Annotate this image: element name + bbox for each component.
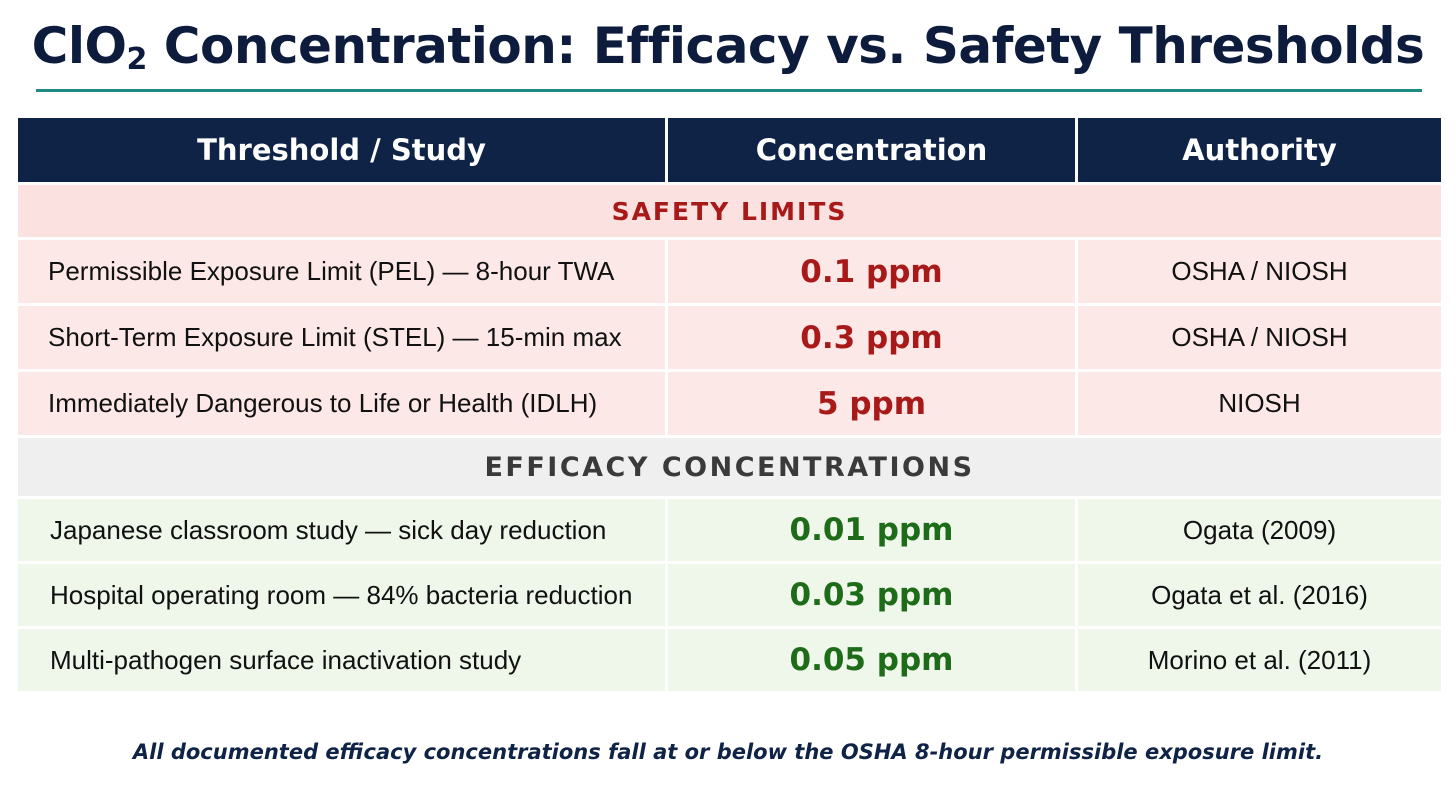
- row-label: Japanese classroom study — sick day redu…: [15, 496, 668, 564]
- section-label-efficacy: EFFICACY CONCENTRATIONS: [15, 435, 1444, 499]
- table-row: Multi-pathogen surface inactivation stud…: [15, 626, 1444, 694]
- title-main: ClO: [31, 17, 127, 75]
- title-divider: [36, 89, 1422, 92]
- row-concentration: 0.01 ppm: [665, 496, 1078, 564]
- row-label: Multi-pathogen surface inactivation stud…: [15, 626, 668, 694]
- section-row-safety: SAFETY LIMITS: [15, 182, 1444, 240]
- row-authority: Ogata et al. (2016): [1075, 561, 1444, 629]
- page-title: ClO2 Concentration: Efficacy vs. Safety …: [0, 6, 1456, 86]
- row-concentration: 5 ppm: [665, 369, 1078, 438]
- title-rest: Concentration: Efficacy vs. Safety Thres…: [146, 17, 1425, 75]
- table-row: Permissible Exposure Limit (PEL) — 8-hou…: [15, 237, 1444, 306]
- section-row-efficacy: EFFICACY CONCENTRATIONS: [15, 435, 1444, 499]
- header-concentration: Concentration: [665, 115, 1078, 185]
- row-authority: OSHA / NIOSH: [1075, 303, 1444, 372]
- row-concentration: 0.03 ppm: [665, 561, 1078, 629]
- row-authority: NIOSH: [1075, 369, 1444, 438]
- row-concentration: 0.1 ppm: [665, 237, 1078, 306]
- header-authority: Authority: [1075, 115, 1444, 185]
- row-concentration: 0.3 ppm: [665, 303, 1078, 372]
- title-subscript: 2: [126, 42, 148, 77]
- header-threshold-study: Threshold / Study: [15, 115, 668, 185]
- table-row: Immediately Dangerous to Life or Health …: [15, 369, 1444, 438]
- section-label-safety: SAFETY LIMITS: [15, 182, 1444, 240]
- table-row: Japanese classroom study — sick day redu…: [15, 496, 1444, 564]
- row-label: Short-Term Exposure Limit (STEL) — 15-mi…: [15, 303, 668, 372]
- row-concentration: 0.05 ppm: [665, 626, 1078, 694]
- row-label: Hospital operating room — 84% bacteria r…: [15, 561, 668, 629]
- row-authority: Morino et al. (2011): [1075, 626, 1444, 694]
- row-label: Permissible Exposure Limit (PEL) — 8-hou…: [15, 237, 668, 306]
- threshold-table: Threshold / Study Concentration Authorit…: [15, 115, 1444, 694]
- row-authority: Ogata (2009): [1075, 496, 1444, 564]
- table-row: Short-Term Exposure Limit (STEL) — 15-mi…: [15, 303, 1444, 372]
- row-authority: OSHA / NIOSH: [1075, 237, 1444, 306]
- row-label: Immediately Dangerous to Life or Health …: [15, 369, 668, 438]
- footnote: All documented efficacy concentrations f…: [132, 740, 1324, 764]
- table-header-row: Threshold / Study Concentration Authorit…: [15, 115, 1444, 185]
- table-row: Hospital operating room — 84% bacteria r…: [15, 561, 1444, 629]
